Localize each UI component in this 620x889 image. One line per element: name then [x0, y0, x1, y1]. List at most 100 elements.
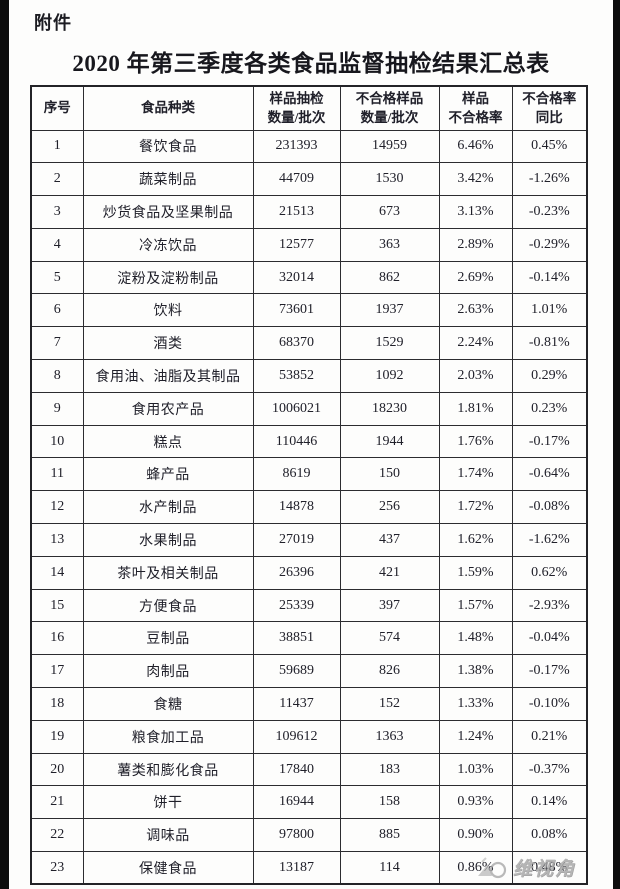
cell-serial: 2 — [30, 162, 84, 197]
cell-yoy-change: -0.29% — [511, 227, 588, 262]
cell-fail-rate: 3.13% — [438, 195, 513, 229]
cell-fail-rate: 1.38% — [438, 654, 513, 689]
cell-failed-count: 363 — [339, 227, 440, 262]
cell-category: 饼干 — [82, 785, 254, 820]
header-row: 序号 食品种类 样品抽检 数量/批次 不合格样品 数量/批次 样品 不合格率 不… — [30, 85, 588, 131]
cell-fail-rate: 1.33% — [438, 687, 513, 721]
cell-yoy-change: 0.23% — [511, 391, 588, 426]
cell-yoy-change: -2.93% — [511, 588, 588, 623]
cell-fail-rate: 1.59% — [438, 555, 513, 590]
cell-sampled-count: 11437 — [252, 687, 341, 721]
cell-sampled-count: 97800 — [252, 818, 341, 853]
cell-serial: 7 — [30, 326, 84, 361]
cell-serial: 4 — [30, 227, 84, 262]
cell-category: 肉制品 — [82, 654, 254, 689]
cell-serial: 15 — [30, 588, 84, 623]
cell-sampled-count: 110446 — [252, 424, 341, 459]
cell-failed-count: 1092 — [339, 359, 440, 393]
cell-fail-rate: 2.03% — [438, 359, 513, 393]
cell-serial: 17 — [30, 654, 84, 689]
cell-failed-count: 397 — [339, 588, 440, 623]
cell-category: 餐饮食品 — [82, 129, 254, 164]
cell-failed-count: 437 — [339, 523, 440, 557]
cell-category: 食用油、油脂及其制品 — [82, 359, 254, 393]
cell-fail-rate: 1.62% — [438, 523, 513, 557]
cell-sampled-count: 44709 — [252, 162, 341, 197]
cell-sampled-count: 231393 — [252, 129, 341, 164]
cell-sampled-count: 8619 — [252, 457, 341, 492]
col-header-serial: 序号 — [30, 85, 84, 131]
summary-table: 序号 食品种类 样品抽检 数量/批次 不合格样品 数量/批次 样品 不合格率 不… — [30, 85, 588, 886]
cell-fail-rate: 1.24% — [438, 719, 513, 754]
cell-failed-count: 18230 — [339, 391, 440, 426]
table-row: 21 饼干 16944 158 0.93% 0.14% — [30, 785, 588, 820]
table-row: 4 冷冻饮品 12577 363 2.89% -0.29% — [30, 227, 588, 262]
cell-failed-count: 574 — [339, 621, 440, 656]
scan-edge-right-bar — [613, 0, 620, 889]
cell-fail-rate: 2.24% — [438, 326, 513, 361]
table-row: 15 方便食品 25339 397 1.57% -2.93% — [30, 588, 588, 623]
col-header-fail-rate: 样品 不合格率 — [438, 85, 513, 131]
cell-yoy-change: -0.23% — [511, 195, 588, 229]
cell-fail-rate: 6.46% — [438, 129, 513, 164]
cell-failed-count: 826 — [339, 654, 440, 689]
cell-serial: 13 — [30, 523, 84, 557]
cell-failed-count: 1530 — [339, 162, 440, 197]
table-header: 序号 食品种类 样品抽检 数量/批次 不合格样品 数量/批次 样品 不合格率 不… — [30, 85, 588, 131]
cell-failed-count: 885 — [339, 818, 440, 853]
cell-yoy-change: 0.48% — [511, 851, 588, 885]
cell-category: 豆制品 — [82, 621, 254, 656]
cell-serial: 16 — [30, 621, 84, 656]
col-header-failed-count: 不合格样品 数量/批次 — [339, 85, 440, 131]
col-header-sampled-count: 样品抽检 数量/批次 — [252, 85, 341, 131]
cell-failed-count: 673 — [339, 195, 440, 229]
cell-fail-rate: 1.03% — [438, 752, 513, 787]
cell-category: 糕点 — [82, 424, 254, 459]
cell-serial: 18 — [30, 687, 84, 721]
cell-failed-count: 158 — [339, 785, 440, 820]
cell-failed-count: 256 — [339, 490, 440, 525]
cell-sampled-count: 26396 — [252, 555, 341, 590]
cell-fail-rate: 0.93% — [438, 785, 513, 820]
cell-sampled-count: 25339 — [252, 588, 341, 623]
cell-sampled-count: 16944 — [252, 785, 341, 820]
cell-category: 淀粉及淀粉制品 — [82, 260, 254, 295]
cell-sampled-count: 109612 — [252, 719, 341, 754]
cell-yoy-change: -0.64% — [511, 457, 588, 492]
col-header-yoy-change: 不合格率 同比 — [511, 85, 588, 131]
cell-category: 蜂产品 — [82, 457, 254, 492]
cell-yoy-change: -0.04% — [511, 621, 588, 656]
table-row: 12 水产制品 14878 256 1.72% -0.08% — [30, 490, 588, 525]
col-header-category: 食品种类 — [82, 85, 254, 131]
cell-yoy-change: -0.10% — [511, 687, 588, 721]
cell-yoy-change: 0.08% — [511, 818, 588, 853]
scan-edge-left-bar — [0, 0, 9, 889]
cell-sampled-count: 38851 — [252, 621, 341, 656]
cell-category: 茶叶及相关制品 — [82, 555, 254, 590]
table-row: 17 肉制品 59689 826 1.38% -0.17% — [30, 654, 588, 689]
cell-yoy-change: 1.01% — [511, 293, 588, 328]
table-row: 18 食糖 11437 152 1.33% -0.10% — [30, 687, 588, 721]
cell-sampled-count: 12577 — [252, 227, 341, 262]
cell-failed-count: 14959 — [339, 129, 440, 164]
cell-yoy-change: -0.81% — [511, 326, 588, 361]
cell-sampled-count: 59689 — [252, 654, 341, 689]
cell-serial: 14 — [30, 555, 84, 590]
cell-failed-count: 114 — [339, 851, 440, 885]
cell-serial: 21 — [30, 785, 84, 820]
table-row: 20 薯类和膨化食品 17840 183 1.03% -0.37% — [30, 752, 588, 787]
table-row: 14 茶叶及相关制品 26396 421 1.59% 0.62% — [30, 555, 588, 590]
cell-sampled-count: 1006021 — [252, 391, 341, 426]
cell-sampled-count: 17840 — [252, 752, 341, 787]
table-row: 11 蜂产品 8619 150 1.74% -0.64% — [30, 457, 588, 492]
cell-yoy-change: 0.62% — [511, 555, 588, 590]
cell-serial: 10 — [30, 424, 84, 459]
table-row: 2 蔬菜制品 44709 1530 3.42% -1.26% — [30, 162, 588, 197]
cell-yoy-change: -0.17% — [511, 654, 588, 689]
cell-serial: 20 — [30, 752, 84, 787]
cell-yoy-change: 0.45% — [511, 129, 588, 164]
cell-category: 酒类 — [82, 326, 254, 361]
table-row: 16 豆制品 38851 574 1.48% -0.04% — [30, 621, 588, 656]
cell-category: 食糖 — [82, 687, 254, 721]
